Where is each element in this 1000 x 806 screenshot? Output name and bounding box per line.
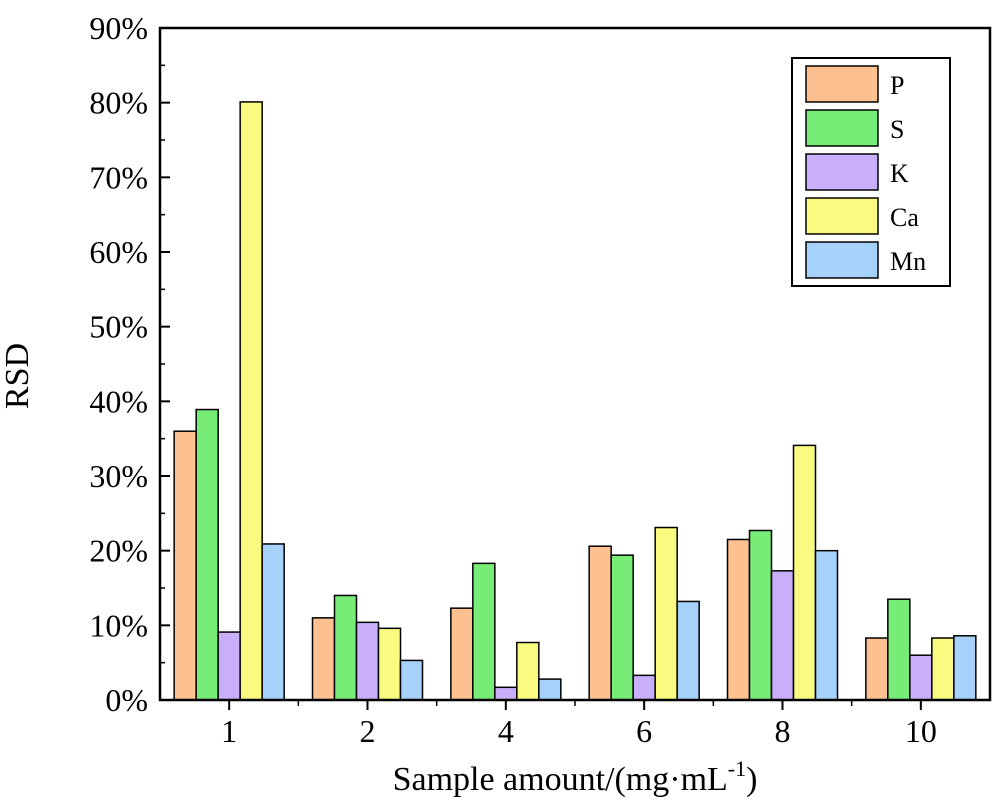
legend-swatch-k	[805, 153, 879, 191]
y-tick-label: 60%	[89, 234, 148, 270]
bar-mn-2	[399, 659, 424, 701]
x-axis-title: Sample amount/(mg·mL-1)	[393, 756, 758, 798]
y-tick-label: 20%	[89, 533, 148, 569]
bar-k-1	[217, 631, 241, 701]
bar-k-6	[632, 674, 656, 701]
y-tick-label: 80%	[89, 85, 148, 121]
bar-mn-8	[814, 549, 839, 701]
bars-layer	[173, 101, 977, 701]
bar-s-4	[472, 562, 496, 701]
bar-ca-10	[931, 637, 955, 701]
bar-s-8	[748, 529, 773, 701]
y-tick-label: 0%	[105, 682, 148, 718]
bar-mn-4	[538, 678, 562, 701]
y-tick-label: 30%	[89, 458, 148, 494]
x-tick-label-4: 4	[498, 713, 514, 749]
legend-label-p: P	[890, 71, 904, 100]
x-tick-label-2: 2	[360, 713, 376, 749]
legend-label-ca: Ca	[890, 203, 919, 232]
y-tick-label: 10%	[89, 607, 148, 643]
legend-label-s: S	[890, 115, 904, 144]
bar-ca-2	[377, 627, 402, 701]
y-tick-label: 40%	[89, 383, 148, 419]
bar-p-1	[173, 430, 197, 701]
bar-ca-4	[516, 641, 540, 701]
bar-k-4	[494, 686, 518, 701]
bar-k-10	[909, 654, 933, 701]
x-tick-label-6: 6	[636, 713, 652, 749]
x-axis-title-end: )	[746, 761, 757, 798]
legend-swatch-s	[805, 109, 879, 147]
bar-s-1	[195, 408, 219, 701]
bar-k-8	[770, 570, 795, 701]
x-tick-label-10: 10	[905, 713, 937, 749]
x-tick-label-8: 8	[775, 713, 791, 749]
bar-s-2	[333, 594, 358, 701]
bar-mn-6	[676, 600, 700, 701]
bar-p-10	[865, 637, 889, 701]
x-axis-title-superscript: -1	[728, 756, 746, 781]
bar-k-2	[355, 621, 380, 701]
bar-p-8	[726, 538, 751, 701]
legend-label-mn: Mn	[890, 247, 926, 276]
legend-swatch-p	[805, 65, 879, 103]
bar-s-10	[887, 598, 911, 701]
bar-mn-1	[261, 543, 285, 701]
bar-ca-1	[239, 101, 263, 701]
x-axis-title-main: Sample amount/(mg·mL	[393, 761, 728, 798]
bar-ca-6	[654, 526, 678, 701]
legend-swatch-ca	[805, 197, 879, 235]
y-axis-title: RSD	[0, 343, 36, 409]
legend-swatch-mn	[805, 241, 879, 279]
bar-ca-8	[792, 444, 817, 701]
legend: PSK Ca Mn	[791, 57, 951, 287]
x-tick-label-1: 1	[221, 713, 237, 749]
y-tick-label: 90%	[89, 10, 148, 46]
bar-p-6	[588, 545, 612, 701]
x-axis-ticks: 1 2 4 6 8 10	[221, 700, 937, 749]
y-axis-ticks: 0% 10% 20% 30% 40% 50% 60% 70% 80% 90%	[89, 10, 170, 718]
y-tick-label: 50%	[89, 309, 148, 345]
bar-p-4	[450, 607, 474, 701]
bar-mn-10	[953, 635, 977, 701]
bar-s-6	[610, 554, 634, 701]
bar-p-2	[311, 617, 336, 701]
y-tick-label: 70%	[89, 159, 148, 195]
legend-label-k: K	[890, 159, 909, 188]
